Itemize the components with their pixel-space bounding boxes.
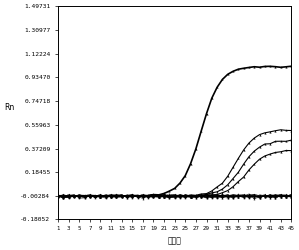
- X-axis label: 循环数: 循环数: [168, 237, 181, 246]
- Y-axis label: Rn: Rn: [4, 104, 14, 112]
